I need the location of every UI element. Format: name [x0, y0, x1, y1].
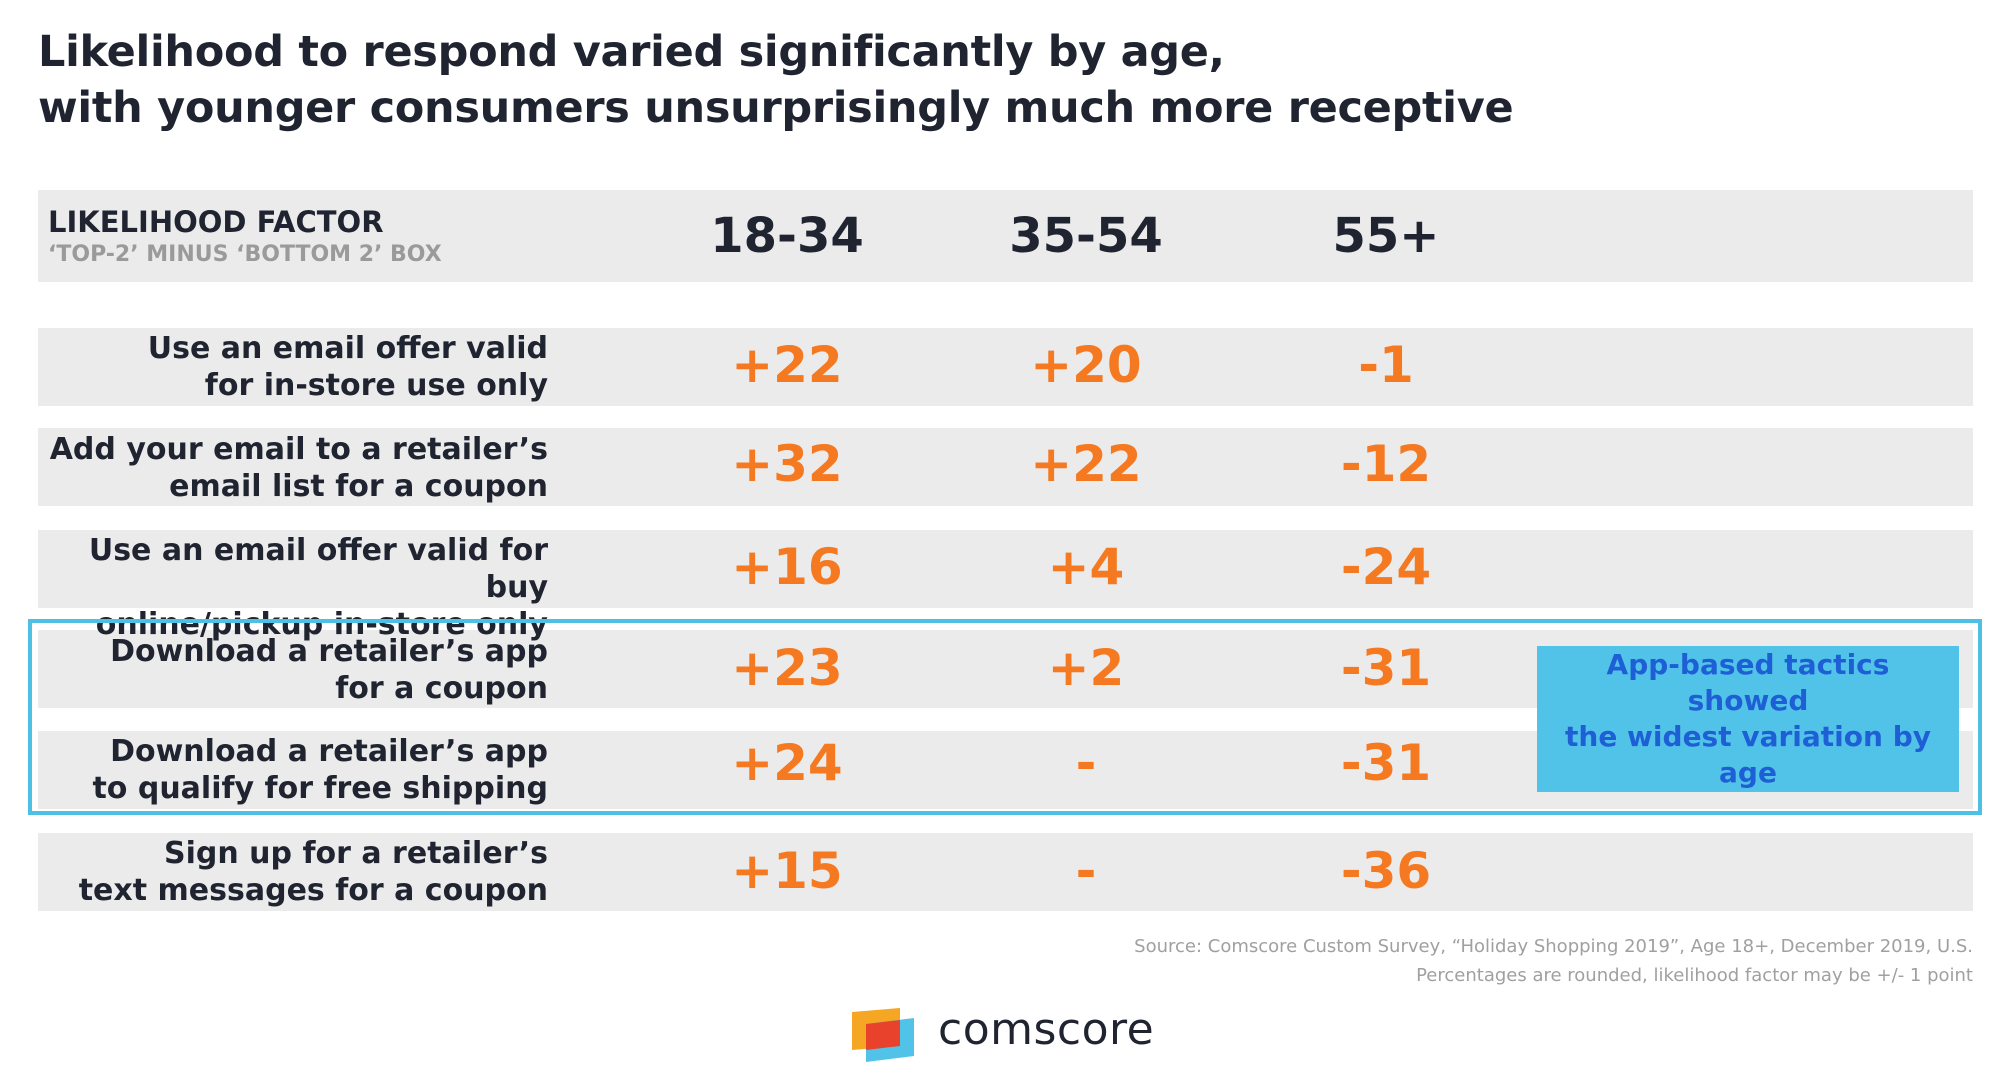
title-line-1: Likelihood to respond varied significant…	[38, 27, 1225, 77]
column-header-18-34: 18-34	[710, 208, 864, 264]
callout-text: App-based tactics showed the widest vari…	[1548, 647, 1948, 791]
row-label-3-line-2: online/pickup in-store only	[95, 607, 548, 642]
callout-line-2: the widest variation by age	[1565, 720, 1931, 789]
page-title: Likelihood to respond varied significant…	[38, 24, 1838, 136]
row-label-2-line-1: Add your email to a retailer’s	[49, 432, 548, 467]
source-line-2: Percentages are rounded, likelihood fact…	[1416, 965, 1973, 986]
value-r6-18-34: +15	[731, 842, 843, 900]
row-label-4: Download a retailer’s app for a coupon	[40, 633, 548, 707]
header-label: LIKELIHOOD FACTOR	[48, 205, 384, 239]
row-label-4-line-1: Download a retailer’s app	[110, 634, 548, 669]
row-label-5-line-1: Download a retailer’s app	[110, 734, 548, 769]
value-r2-55-plus: -12	[1340, 435, 1432, 493]
row-label-1-line-1: Use an email offer valid	[147, 331, 548, 366]
row-label-6: Sign up for a retailer’s text messages f…	[40, 835, 548, 909]
value-r4-35-54: +2	[1047, 639, 1125, 697]
row-label-2-line-2: email list for a coupon	[169, 469, 548, 504]
table-row-band-6	[38, 833, 1973, 911]
title-line-2: with younger consumers unsurprisingly mu…	[38, 83, 1514, 133]
value-r6-55-plus: -36	[1340, 842, 1432, 900]
value-r2-35-54: +22	[1030, 435, 1142, 493]
source-note: Source: Comscore Custom Survey, “Holiday…	[1134, 932, 1973, 990]
header-band	[38, 190, 1973, 282]
table-row-band-3	[38, 530, 1973, 608]
row-label-6-line-2: text messages for a coupon	[78, 873, 548, 908]
table-row-band-1	[38, 328, 1973, 406]
comscore-logo-icon	[852, 1008, 914, 1062]
value-r4-55-plus: -31	[1340, 639, 1432, 697]
value-r3-18-34: +16	[731, 538, 843, 596]
brand-name: comscore	[938, 1004, 1155, 1055]
callout-line-1: App-based tactics showed	[1606, 648, 1890, 717]
value-r2-18-34: +32	[731, 435, 843, 493]
row-label-1: Use an email offer valid for in-store us…	[40, 330, 548, 404]
value-r5-35-54: -	[1075, 734, 1097, 792]
value-r4-18-34: +23	[731, 639, 843, 697]
table-row-band-2	[38, 428, 1973, 506]
value-r6-35-54: -	[1075, 842, 1097, 900]
value-r5-55-plus: -31	[1340, 734, 1432, 792]
value-r5-18-34: +24	[731, 734, 843, 792]
value-r1-35-54: +20	[1030, 336, 1142, 394]
value-r1-18-34: +22	[731, 336, 843, 394]
value-r1-55-plus: -1	[1358, 336, 1414, 394]
row-label-5: Download a retailer’s app to qualify for…	[40, 733, 548, 807]
column-header-55-plus: 55+	[1332, 208, 1440, 264]
row-label-1-line-2: for in-store use only	[204, 368, 548, 403]
row-label-3: Use an email offer valid for buy online/…	[40, 532, 548, 643]
value-r3-55-plus: -24	[1340, 538, 1432, 596]
value-r3-35-54: +4	[1047, 538, 1125, 596]
header-sublabel: ‘TOP-2’ MINUS ‘BOTTOM 2’ BOX	[48, 242, 442, 267]
app-rows-highlight	[28, 619, 1982, 815]
row-label-5-line-2: to qualify for free shipping	[92, 771, 548, 806]
row-label-3-line-1: Use an email offer valid for buy	[88, 533, 548, 605]
callout-box: App-based tactics showed the widest vari…	[1537, 646, 1959, 792]
row-label-6-line-1: Sign up for a retailer’s	[164, 836, 548, 871]
column-header-35-54: 35-54	[1009, 208, 1163, 264]
source-line-1: Source: Comscore Custom Survey, “Holiday…	[1134, 936, 1973, 957]
row-label-2: Add your email to a retailer’s email lis…	[40, 431, 548, 505]
row-label-4-line-2: for a coupon	[335, 671, 548, 706]
